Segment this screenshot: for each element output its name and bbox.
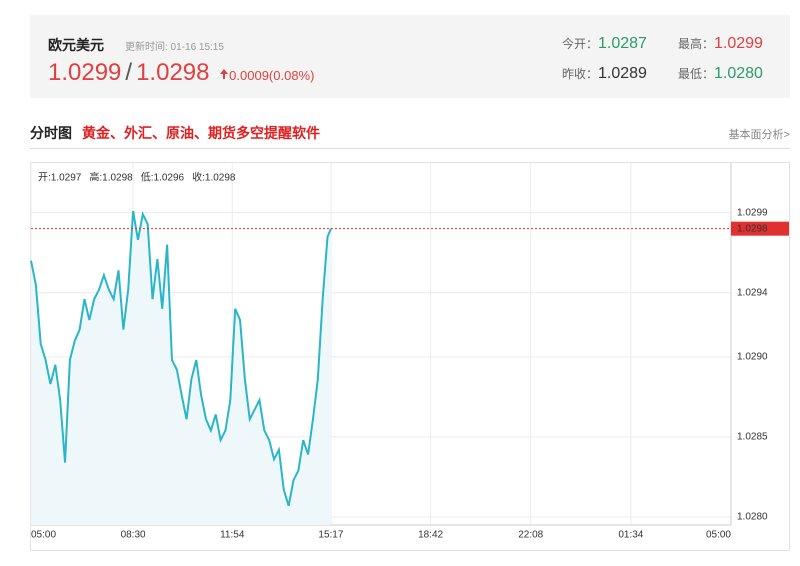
x-tick-label: 08:30 <box>121 530 146 541</box>
x-tick-label: 15:17 <box>318 530 343 541</box>
stat-value: 1.0289 <box>598 65 647 82</box>
ohlc-value: 1.0298 <box>205 173 236 184</box>
ohlc-value: 1.0296 <box>154 173 185 184</box>
stat-value: 1.0299 <box>714 35 763 52</box>
stat-label: 今开： <box>562 37 599 51</box>
stat-high: 最高：1.0299 <box>678 35 763 53</box>
ohlc-label: 收: <box>192 171 205 184</box>
stat-prev-close: 昨收：1.0289 <box>562 65 647 83</box>
stat-open: 今开：1.0287 <box>562 35 647 53</box>
up-arrow <box>220 69 229 79</box>
update-time: 更新时间: 01-16 15:15 <box>125 42 224 53</box>
area <box>31 211 331 525</box>
y-tick-label: 1.0290 <box>737 351 768 362</box>
price-row: 1.0299/1.0298 0.0009(0.08%) <box>48 59 314 87</box>
y-tick-label: 1.0280 <box>737 512 768 523</box>
ohlc-value: 1.0297 <box>51 173 82 184</box>
last-price-tag <box>731 221 789 236</box>
section-title: 分时图 <box>30 125 72 141</box>
ask: 1.0298 <box>136 59 210 86</box>
ohlc-value: 1.0298 <box>102 173 133 184</box>
ohlc-label: 低: <box>141 171 154 184</box>
y-tick-label: 1.0294 <box>737 287 768 298</box>
stat-value: 1.0287 <box>598 35 647 52</box>
stat-value: 1.0280 <box>714 65 763 82</box>
last-price-label: 1.0298 <box>737 223 768 234</box>
promo-link[interactable]: 黄金、外汇、原油、期货多空提醒软件 <box>82 125 320 141</box>
price-line <box>30 210 332 507</box>
divider <box>30 148 790 149</box>
ohlc-label: 开: <box>38 173 51 184</box>
stat-low: 最低：1.0280 <box>678 65 763 83</box>
change: 0.0009(0.08%) <box>229 68 315 83</box>
x-tick-label: 18:42 <box>418 530 443 541</box>
pair-name: 欧元美元 <box>48 37 104 53</box>
stat-label: 最低： <box>678 67 715 81</box>
stat-label: 昨收： <box>562 67 599 81</box>
bid: 1.0299 <box>48 59 122 86</box>
x-tick-label: 22:08 <box>518 530 543 541</box>
separator: / <box>125 59 133 86</box>
x-tick-label: 05:00 <box>31 530 56 541</box>
ohlc-label: 高: <box>89 171 102 184</box>
y-tick-label: 1.0285 <box>737 432 768 443</box>
x-tick-label: 11:54 <box>220 530 245 541</box>
x-tick-label: 01:34 <box>618 530 643 541</box>
x-tick-label: 05:00 <box>706 530 731 541</box>
quote-panel: 欧元美元 更新时间: 01-16 15:15 1.0299/1.0298 0.0… <box>30 15 790 98</box>
y-tick-label: 1.0299 <box>737 207 768 218</box>
stat-label: 最高： <box>678 37 715 51</box>
analysis-link[interactable]: 基本面分析> <box>728 129 790 141</box>
chart: 1.0280 1.0285 1.0290 1.0294 1.0299 05:00 08:30… <box>30 162 790 551</box>
